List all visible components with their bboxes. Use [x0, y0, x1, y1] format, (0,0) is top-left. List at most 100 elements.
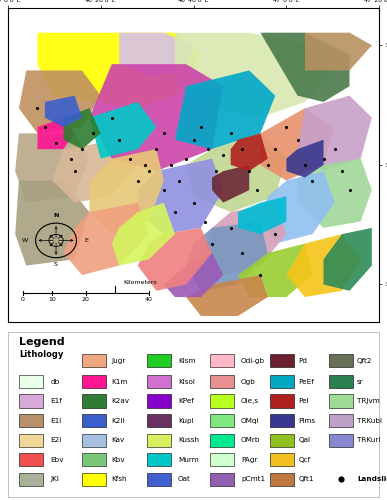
- Point: [190, 198, 197, 206]
- Text: OMrb: OMrb: [241, 437, 260, 443]
- Text: S: S: [54, 262, 58, 268]
- Text: Qcf: Qcf: [298, 456, 310, 462]
- Point: [72, 167, 78, 175]
- Text: TRKubl: TRKubl: [357, 418, 382, 424]
- Point: [109, 114, 115, 122]
- Polygon shape: [186, 222, 268, 291]
- Point: [42, 123, 48, 131]
- Point: [339, 167, 345, 175]
- Point: [127, 154, 134, 162]
- Text: W: W: [22, 238, 28, 243]
- Bar: [147, 375, 171, 388]
- Polygon shape: [231, 134, 268, 171]
- Point: [34, 104, 41, 112]
- Text: Ogb: Ogb: [241, 378, 256, 384]
- Text: sr: sr: [357, 378, 364, 384]
- Point: [190, 136, 197, 143]
- Polygon shape: [260, 108, 335, 180]
- Point: [79, 145, 85, 153]
- Point: [198, 123, 204, 131]
- Bar: [147, 434, 171, 447]
- Bar: [82, 434, 106, 447]
- Bar: [210, 354, 235, 368]
- Text: E2l: E2l: [50, 437, 62, 443]
- Text: K2av: K2av: [111, 398, 129, 404]
- Point: [142, 161, 148, 169]
- Text: TRJvm: TRJvm: [357, 398, 380, 404]
- Point: [202, 218, 208, 226]
- Text: Klsol: Klsol: [178, 378, 195, 384]
- Polygon shape: [45, 96, 82, 127]
- Polygon shape: [15, 180, 89, 266]
- Point: [283, 123, 289, 131]
- Text: K1m: K1m: [111, 378, 127, 384]
- Point: [272, 230, 278, 238]
- Polygon shape: [186, 134, 286, 212]
- Point: [265, 161, 271, 169]
- Text: TRKurl: TRKurl: [357, 437, 380, 443]
- Text: Kbv: Kbv: [111, 456, 125, 462]
- Bar: [19, 394, 43, 407]
- Bar: [19, 375, 43, 388]
- Polygon shape: [19, 70, 101, 134]
- Text: KPef: KPef: [178, 398, 194, 404]
- Bar: [270, 354, 294, 368]
- Text: E: E: [84, 238, 88, 243]
- Text: Kussh: Kussh: [178, 437, 199, 443]
- Polygon shape: [298, 158, 372, 228]
- Point: [53, 139, 59, 147]
- Point: [346, 186, 353, 194]
- Point: [272, 145, 278, 153]
- Polygon shape: [201, 202, 286, 275]
- Text: Ole,s: Ole,s: [241, 398, 259, 404]
- Bar: [19, 453, 43, 466]
- Polygon shape: [89, 64, 223, 171]
- Text: Qft1: Qft1: [298, 476, 314, 482]
- Polygon shape: [15, 134, 89, 202]
- Bar: [329, 434, 353, 447]
- Bar: [19, 434, 43, 447]
- Point: [146, 167, 152, 175]
- Bar: [329, 375, 353, 388]
- Bar: [19, 472, 43, 486]
- Polygon shape: [286, 234, 361, 297]
- Point: [116, 136, 122, 143]
- Text: Jugr: Jugr: [111, 358, 125, 364]
- Text: PAgr: PAgr: [241, 456, 258, 462]
- Point: [228, 224, 234, 232]
- Text: Klsm: Klsm: [178, 358, 195, 364]
- Text: Pd: Pd: [298, 358, 307, 364]
- Text: Oat: Oat: [178, 476, 191, 482]
- Point: [332, 145, 338, 153]
- Polygon shape: [52, 140, 138, 202]
- Text: E1l: E1l: [50, 418, 62, 424]
- Bar: [329, 414, 353, 428]
- Polygon shape: [89, 102, 156, 158]
- Text: Landslide: Landslide: [357, 476, 387, 482]
- Polygon shape: [119, 32, 194, 76]
- Bar: [329, 354, 353, 368]
- Text: Odi-gb: Odi-gb: [241, 358, 265, 364]
- Point: [183, 154, 189, 162]
- Bar: [19, 414, 43, 428]
- Text: Qft2: Qft2: [357, 358, 372, 364]
- Bar: [329, 394, 353, 407]
- Text: Qal: Qal: [298, 437, 310, 443]
- Point: [153, 145, 159, 153]
- Bar: [270, 414, 294, 428]
- Point: [172, 208, 178, 216]
- Text: PeEf: PeEf: [298, 378, 314, 384]
- Polygon shape: [89, 149, 164, 234]
- Text: K2ll: K2ll: [111, 418, 124, 424]
- Point: [309, 176, 315, 184]
- Point: [253, 186, 260, 194]
- Bar: [210, 394, 235, 407]
- Bar: [82, 472, 106, 486]
- Point: [68, 154, 74, 162]
- Point: [176, 176, 182, 184]
- Bar: [82, 354, 106, 368]
- Bar: [210, 434, 235, 447]
- Text: N: N: [53, 214, 59, 218]
- Bar: [147, 472, 171, 486]
- Text: 10: 10: [48, 297, 56, 302]
